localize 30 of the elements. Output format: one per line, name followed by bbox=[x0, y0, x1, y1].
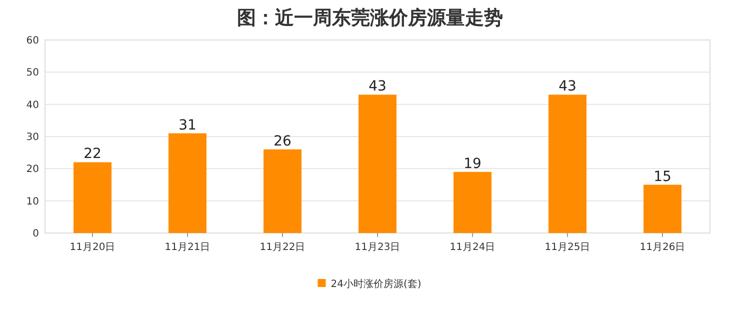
x-tick-label: 11月21日 bbox=[164, 242, 210, 253]
y-tick-label: 10 bbox=[26, 196, 39, 208]
y-tick-label: 0 bbox=[32, 228, 39, 240]
data-label: 15 bbox=[654, 168, 672, 185]
bar bbox=[74, 162, 112, 233]
legend-label: 24小时涨价房源(套) bbox=[330, 278, 422, 290]
x-tick-label: 11月20日 bbox=[70, 242, 116, 253]
x-tick-label: 11月22日 bbox=[260, 242, 306, 253]
data-label: 26 bbox=[274, 133, 292, 150]
bar bbox=[454, 172, 492, 233]
x-tick-label: 11月23日 bbox=[354, 242, 400, 253]
y-tick-label: 20 bbox=[26, 164, 39, 176]
data-label: 19 bbox=[464, 156, 482, 172]
x-tick-label: 11月26日 bbox=[640, 242, 686, 253]
data-label: 31 bbox=[178, 117, 196, 134]
x-tick-label: 11月24日 bbox=[450, 242, 496, 253]
y-tick-label: 30 bbox=[26, 132, 39, 143]
y-tick-label: 40 bbox=[26, 100, 39, 111]
bar bbox=[548, 94, 586, 233]
data-label: 43 bbox=[558, 78, 576, 95]
y-tick-label: 60 bbox=[26, 36, 39, 46]
y-tick-label: 50 bbox=[26, 68, 39, 79]
bar bbox=[644, 184, 682, 233]
bar bbox=[358, 94, 396, 233]
x-tick-label: 11月25日 bbox=[544, 242, 590, 253]
bar bbox=[264, 149, 302, 233]
chart-title: 图：近一周东莞涨价房源量走势 bbox=[237, 7, 503, 29]
data-label: 22 bbox=[84, 146, 102, 162]
data-label: 43 bbox=[368, 78, 386, 95]
bar bbox=[168, 133, 206, 233]
